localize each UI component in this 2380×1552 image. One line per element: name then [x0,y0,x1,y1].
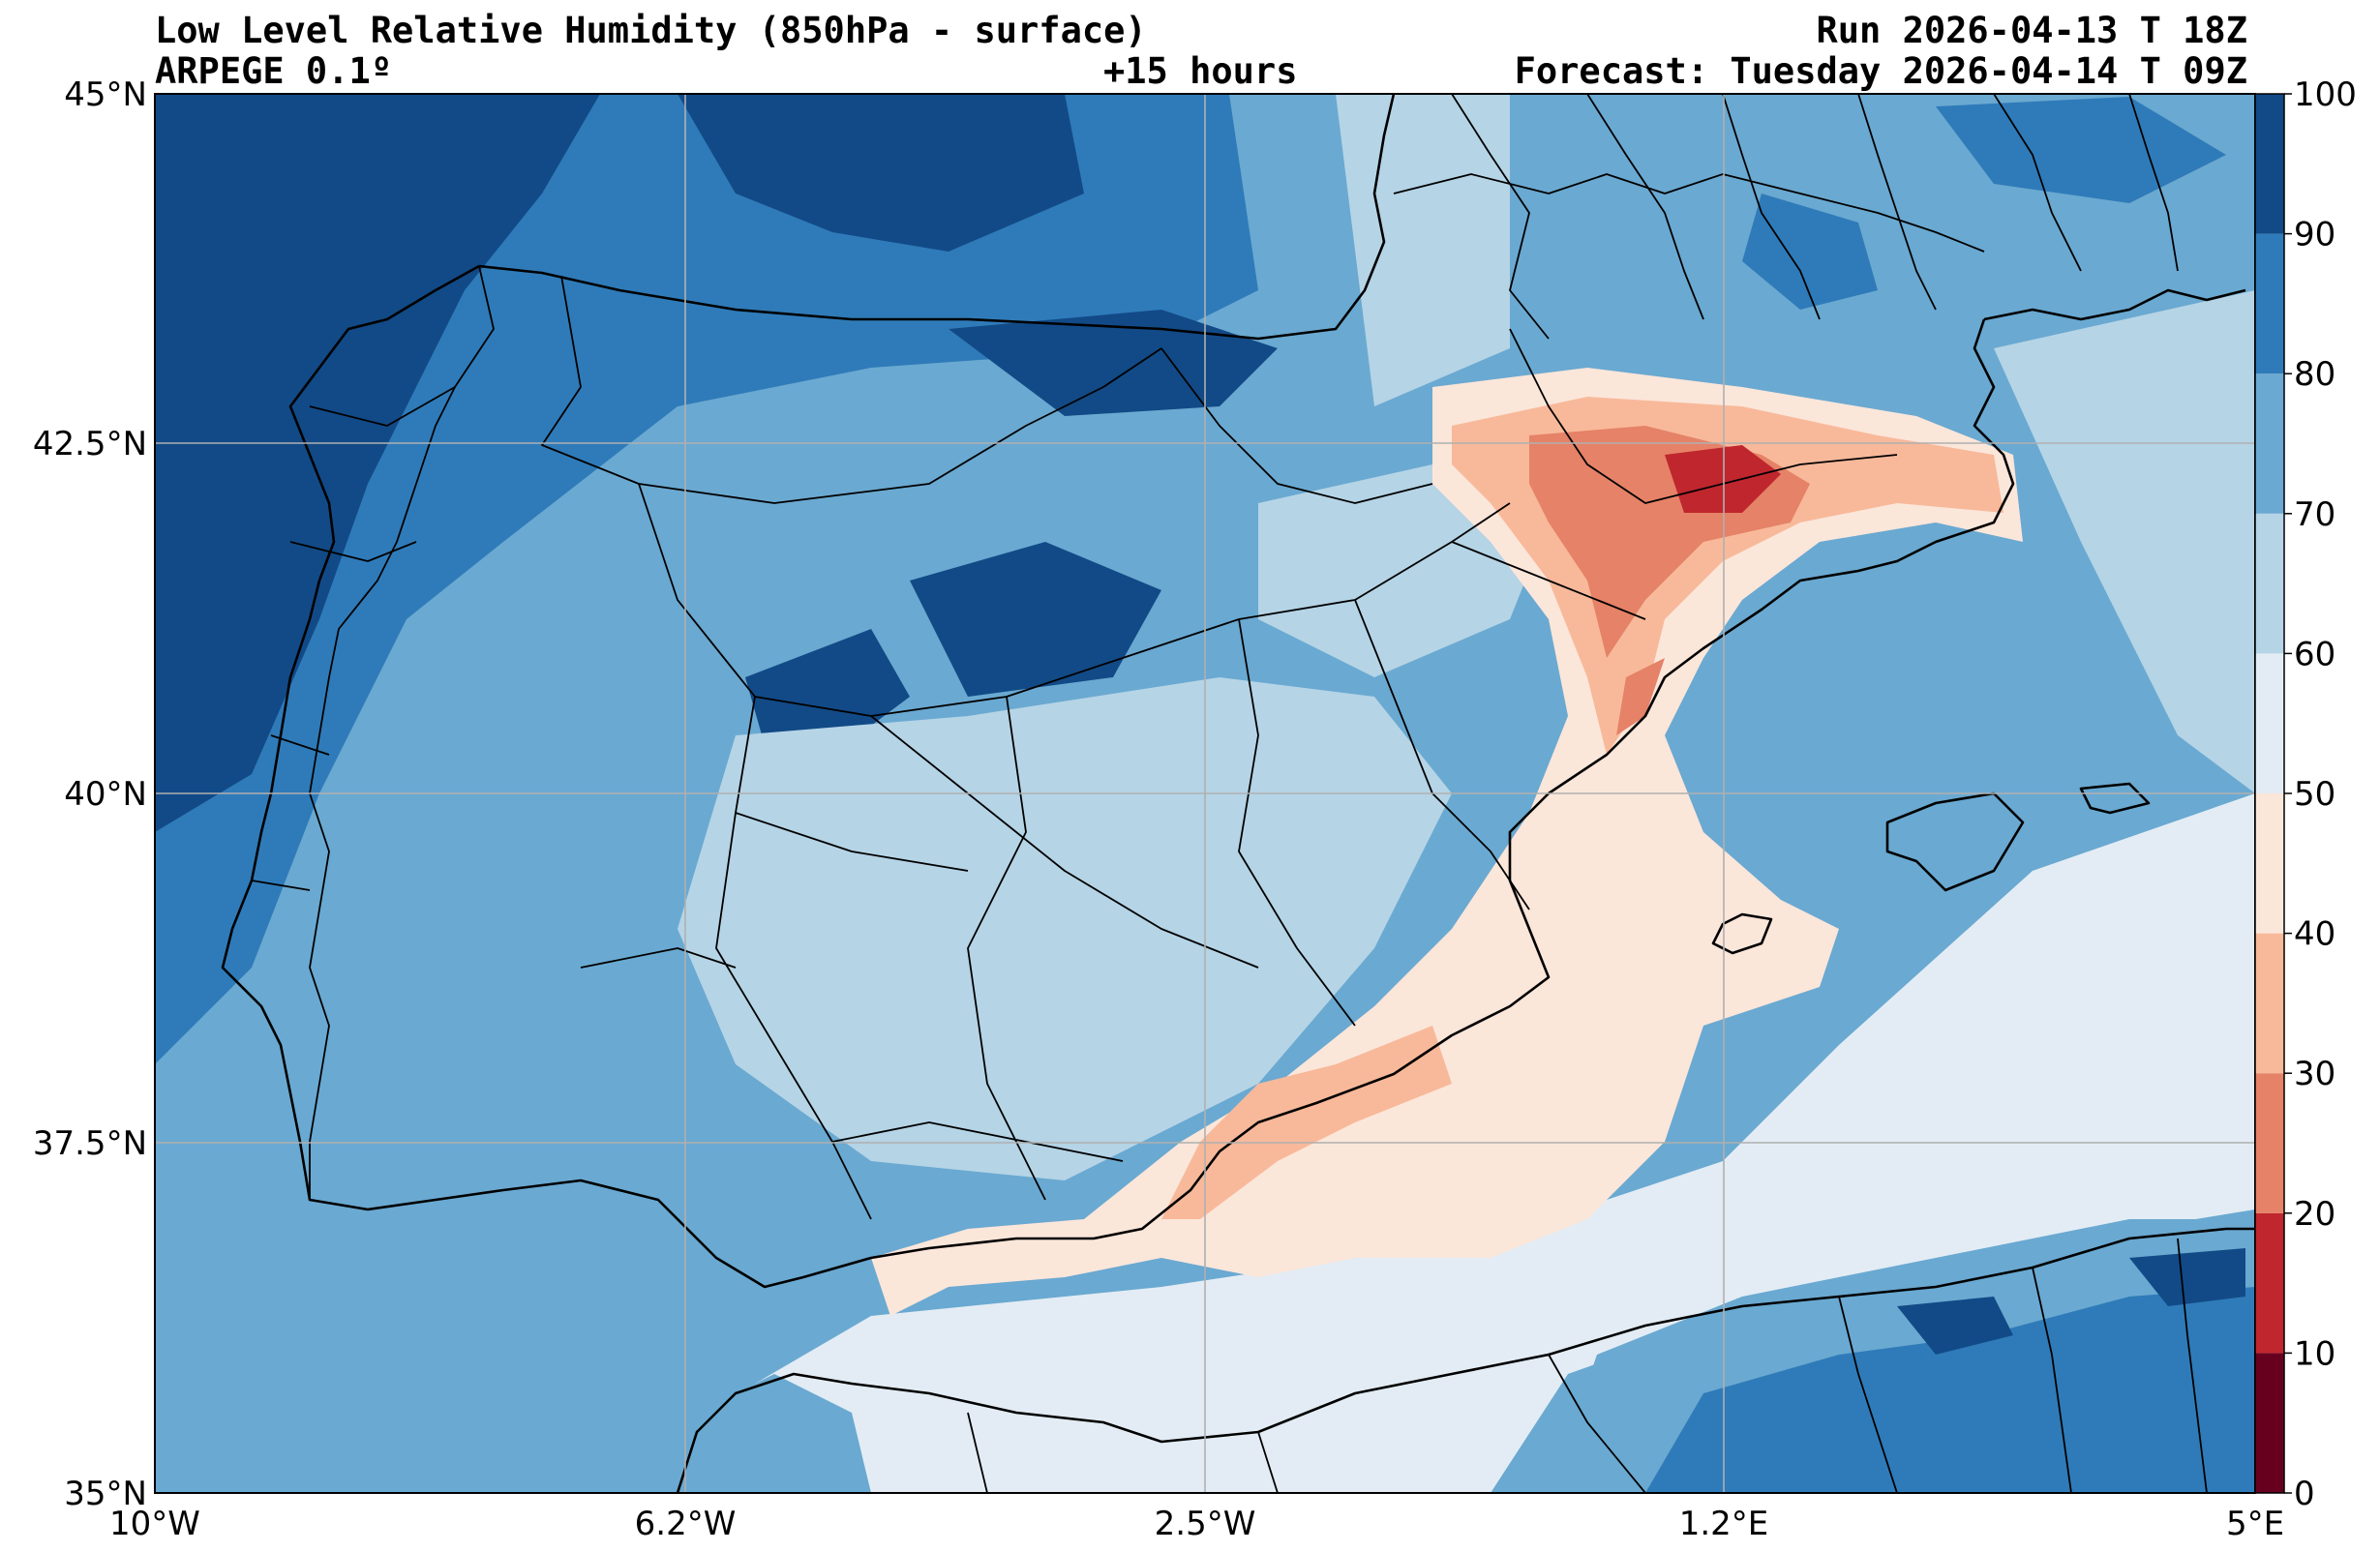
lat-label: 40°N [64,775,147,814]
lon-label: 2.5°W [1155,1505,1256,1543]
admin-borders [251,94,2208,1493]
colorbar-bin [2255,513,2284,654]
model-label: ARPEGE 0.1º [155,50,393,92]
latitude-labels: 45°N 42.5°N 40°N 37.5°N 35°N [33,75,147,1513]
lon-label: 1.2°E [1679,1505,1769,1543]
lat-label: 45°N [64,75,147,114]
colorbar-bin [2255,933,2284,1074]
lon-label: 5°E [2226,1505,2284,1543]
colorbar-bin [2255,94,2284,234]
colorbar-bin [2255,1353,2284,1493]
colorbar-tick-label: 80 [2294,355,2335,394]
colorbar-tick-label: 30 [2294,1055,2335,1093]
colorbar-tick-label: 40 [2294,915,2335,954]
coastlines [221,94,2255,1493]
run-label: Run 2026-04-13 T 18Z [1816,10,2247,51]
lon-label: 10°W [109,1505,200,1543]
colorbar-tick-label: 60 [2294,635,2335,673]
colorbar-bin [2255,793,2284,934]
colorbar-tick-label: 10 [2294,1334,2335,1373]
colorbar-tick-label: 90 [2294,216,2335,254]
colorbar-tick-label: 0 [2294,1475,2315,1513]
lat-label: 35°N [64,1475,147,1513]
lat-label: 42.5°N [33,425,147,463]
forecast-label: Forecast: Tuesday 2026-04-14 T 09Z [1514,50,2247,92]
colorbar-tick-label: 50 [2294,775,2335,814]
lat-label: 37.5°N [33,1124,147,1163]
colorbar: 0 10 20 30 40 50 60 70 80 90 100 [2254,75,2357,1513]
colorbar-bin [2255,373,2284,514]
lon-label: 6.2°W [635,1505,737,1543]
map-title: Low Level Relative Humidity (850hPa - su… [155,10,1147,51]
colorbar-tick-label: 20 [2294,1195,2335,1234]
colorbar-bin [2255,653,2284,793]
graticule [155,94,2255,1493]
colorbar-tick-label: 70 [2294,495,2335,534]
colorbar-bin [2255,233,2284,374]
colorbar-bin [2255,1212,2284,1354]
colorbar-bin [2255,1073,2284,1213]
colorbar-tick-label: 100 [2294,75,2357,114]
longitude-labels: 10°W 6.2°W 2.5°W 1.2°E 5°E [109,1505,2284,1543]
lead-time-label: +15 hours [1103,50,1298,92]
